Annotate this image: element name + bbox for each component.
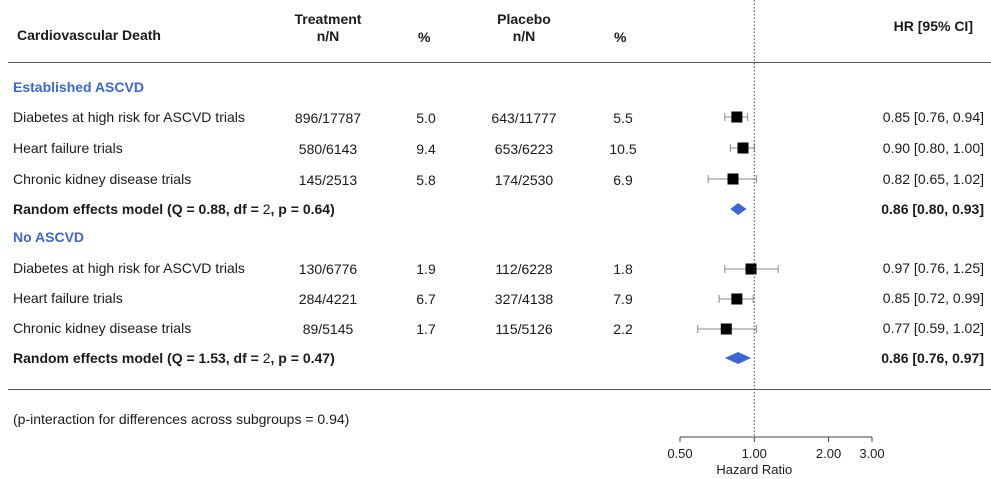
- hr-ci: 0.77 [0.59, 1.02]: [882, 320, 984, 336]
- hr-header: HR [95% CI]: [893, 18, 973, 34]
- placebo-pct: 7.9: [613, 291, 633, 307]
- summary-label-b: 2: [262, 201, 271, 217]
- row-label: Diabetes at high risk for ASCVD trials: [13, 260, 245, 276]
- summary-diamond: [724, 352, 752, 364]
- placebo-pct: 6.9: [613, 172, 633, 188]
- summary-label: Random effects model (Q = 0.88, df = 2, …: [13, 201, 335, 217]
- group-title-no-ascvd: No ASCVD: [13, 229, 85, 245]
- placebo-n: 643/11777: [491, 110, 557, 126]
- placebo-n: 174/2530: [494, 172, 554, 188]
- summary-label-b: 2: [262, 350, 271, 366]
- treatment-pct: 9.4: [416, 141, 436, 157]
- treatment-n: 145/2513: [298, 172, 358, 188]
- treatment-n: 896/17787: [294, 110, 362, 126]
- placebo-pct-header: %: [614, 29, 627, 45]
- placebo-header-line1: Placebo: [497, 11, 551, 27]
- summary-label: Random effects model (Q = 1.53, df = 2, …: [13, 350, 335, 366]
- x-tick-label: 1.00: [742, 446, 767, 461]
- point-estimate: [737, 142, 749, 154]
- treatment-header-line2: n/N: [316, 28, 340, 44]
- row-label: Heart failure trials: [13, 290, 123, 306]
- placebo-pct: 1.8: [613, 261, 633, 277]
- row-label: Diabetes at high risk for ASCVD trials: [13, 109, 245, 125]
- treatment-pct: 5.0: [416, 110, 436, 126]
- placebo-pct: 2.2: [613, 321, 633, 337]
- point-estimate: [731, 293, 743, 305]
- summary-hr-ci: 0.86 [0.76, 0.97]: [881, 350, 984, 366]
- placebo-n: 653/6223: [494, 141, 554, 157]
- treatment-pct: 1.9: [416, 261, 436, 277]
- footer-rule: [8, 389, 991, 390]
- treatment-n: 580/6143: [298, 141, 358, 157]
- x-tick-label: 2.00: [816, 446, 841, 461]
- hr-ci: 0.85 [0.76, 0.94]: [882, 109, 984, 125]
- hr-ci: 0.82 [0.65, 1.02]: [882, 171, 984, 187]
- point-estimate: [745, 263, 757, 275]
- summary-label-c: , p = 0.64): [270, 201, 335, 217]
- forest-axis: 0.50 1.00 2.00 3.00 Hazard Ratio: [667, 0, 885, 477]
- summary-hr-ci: 0.86 [0.80, 0.93]: [881, 201, 984, 217]
- x-tick-label: 3.00: [859, 446, 884, 461]
- treatment-n: 89/5145: [302, 321, 354, 337]
- placebo-pct: 5.5: [613, 110, 633, 126]
- footnote: (p-interaction for differences across su…: [13, 411, 350, 427]
- placebo-n: 115/5126: [495, 321, 553, 337]
- hr-ci: 0.97 [0.76, 1.25]: [882, 260, 984, 276]
- treatment-n: 130/6776: [298, 261, 358, 277]
- summary-label-c: , p = 0.47): [270, 350, 335, 366]
- row-label: Chronic kidney disease trials: [13, 320, 192, 336]
- placebo-pct: 10.5: [609, 141, 637, 157]
- outcome-header: Cardiovascular Death: [17, 27, 161, 43]
- placebo-n: 327/4138: [494, 291, 554, 307]
- x-tick-label: 0.50: [667, 446, 692, 461]
- header-rule: [8, 62, 991, 63]
- hr-ci: 0.90 [0.80, 1.00]: [882, 140, 984, 156]
- placebo-n: 112/6228: [495, 261, 553, 277]
- treatment-pct-header: %: [418, 29, 431, 45]
- point-estimate: [720, 323, 732, 335]
- group-title-established-ascvd: Established ASCVD: [13, 79, 144, 95]
- summary-diamond: [730, 203, 747, 215]
- point-estimate: [727, 173, 739, 185]
- treatment-pct: 5.8: [416, 172, 436, 188]
- row-label: Chronic kidney disease trials: [13, 171, 192, 187]
- row-label: Heart failure trials: [13, 140, 123, 156]
- x-axis-label: Hazard Ratio: [716, 462, 792, 477]
- summary-label-a: Random effects model (Q = 1.53, df =: [13, 350, 263, 366]
- forest-marks: [697, 111, 779, 364]
- placebo-header-line2: n/N: [512, 28, 536, 44]
- placebo-header: Placebo n/N: [484, 11, 564, 45]
- treatment-n: 284/4221: [298, 291, 358, 307]
- point-estimate: [731, 111, 743, 123]
- hr-ci: 0.85 [0.72, 0.99]: [882, 290, 984, 306]
- treatment-pct: 1.7: [416, 321, 436, 337]
- treatment-pct: 6.7: [416, 291, 436, 307]
- treatment-header-line1: Treatment: [294, 11, 362, 27]
- treatment-header: Treatment n/N: [286, 11, 370, 45]
- summary-label-a: Random effects model (Q = 0.88, df =: [13, 201, 263, 217]
